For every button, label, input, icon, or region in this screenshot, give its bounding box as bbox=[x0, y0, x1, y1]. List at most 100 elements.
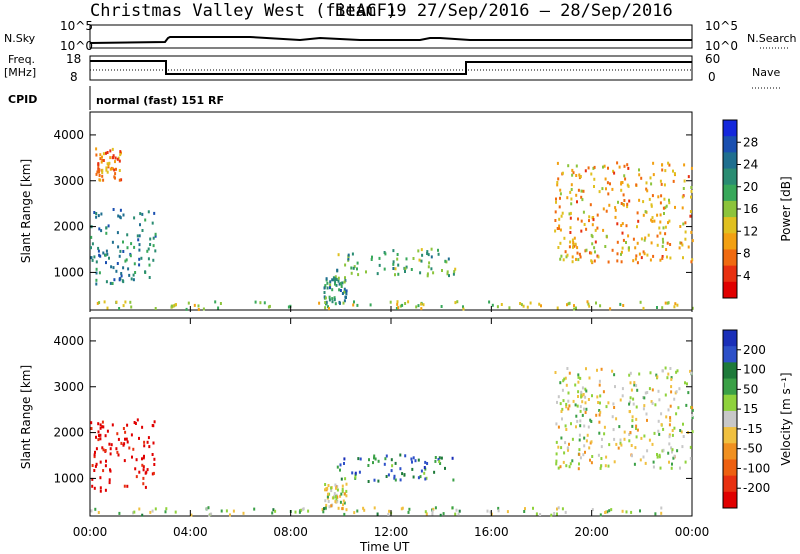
velocity-cell bbox=[691, 430, 694, 434]
velocity-cell bbox=[612, 402, 615, 406]
velocity-cell bbox=[439, 462, 442, 465]
power-cell bbox=[456, 300, 459, 304]
power-cell bbox=[636, 225, 638, 229]
power-cell bbox=[454, 301, 457, 305]
power-cell bbox=[126, 246, 129, 250]
power-cell bbox=[572, 243, 575, 246]
velocity-cell bbox=[585, 439, 588, 443]
power-cell bbox=[573, 236, 576, 240]
velocity-cell bbox=[576, 419, 579, 423]
power-cell bbox=[647, 233, 650, 237]
velocity-cell bbox=[564, 510, 567, 514]
power-cell bbox=[558, 224, 561, 228]
power-cell bbox=[661, 168, 664, 172]
velocity-cell bbox=[658, 432, 661, 436]
power-cell bbox=[119, 150, 122, 154]
power-cell bbox=[608, 203, 611, 207]
power-cell bbox=[111, 147, 114, 151]
velocity-cell bbox=[633, 462, 636, 466]
velocity-cell bbox=[357, 457, 360, 461]
velocity-cell bbox=[99, 476, 102, 480]
power-cell bbox=[661, 255, 664, 258]
power-cell bbox=[593, 185, 595, 188]
power-cell bbox=[626, 205, 629, 209]
power-cell bbox=[124, 259, 127, 263]
power-cell bbox=[340, 285, 343, 288]
velocity-cell bbox=[564, 376, 567, 380]
power-cell bbox=[556, 227, 559, 230]
velocity-cell bbox=[327, 484, 330, 487]
velocity-cell bbox=[654, 403, 657, 407]
velocity-cell bbox=[638, 372, 641, 376]
velocity-cell bbox=[362, 506, 365, 510]
velocity-cell bbox=[577, 395, 579, 398]
velocity-cell bbox=[125, 437, 128, 441]
power-cell bbox=[106, 151, 109, 154]
power-cell bbox=[662, 240, 665, 244]
velocity-cell bbox=[149, 510, 152, 514]
velocity-cell bbox=[229, 513, 231, 517]
power-cell bbox=[111, 282, 114, 285]
velocity-cell bbox=[94, 464, 97, 468]
velocity-cell bbox=[126, 484, 129, 488]
power-cell bbox=[344, 276, 346, 280]
power-cell bbox=[426, 274, 429, 278]
power-cell bbox=[653, 219, 656, 223]
power-cell bbox=[616, 222, 619, 226]
power-cell bbox=[136, 234, 139, 238]
velocity-cell bbox=[614, 385, 616, 389]
power-cell bbox=[105, 151, 107, 155]
velocity-cell bbox=[681, 445, 684, 449]
velocity-cell bbox=[324, 488, 326, 492]
velocity-cell bbox=[142, 476, 145, 480]
velocity-cell bbox=[623, 437, 626, 441]
velocity-cell bbox=[600, 457, 603, 460]
power-cell bbox=[395, 306, 398, 310]
power-cell bbox=[626, 202, 629, 206]
velocity-cell bbox=[101, 425, 104, 429]
velocity-cell bbox=[324, 506, 327, 510]
velocity-cell bbox=[691, 414, 694, 417]
power-cell bbox=[617, 200, 619, 204]
velocity-cell bbox=[608, 443, 611, 447]
velocity-cell bbox=[118, 511, 121, 515]
velocity-cell bbox=[535, 512, 538, 516]
power-cell bbox=[605, 187, 607, 191]
velocity-cell bbox=[117, 453, 120, 457]
power-cell bbox=[682, 222, 685, 226]
xtick-label: 08:00 bbox=[273, 525, 308, 539]
velocity-cell bbox=[557, 395, 560, 399]
power-cell bbox=[421, 253, 424, 257]
power-cell bbox=[95, 172, 98, 176]
power-cell bbox=[572, 171, 575, 175]
velocity-cell bbox=[342, 503, 344, 507]
power-cell bbox=[668, 163, 671, 167]
power-cell bbox=[334, 302, 337, 306]
velocity-colorbar-label: -200 bbox=[743, 481, 770, 495]
velocity-cell bbox=[174, 510, 177, 514]
velocity-cell bbox=[374, 457, 377, 461]
velocity-cell bbox=[442, 512, 445, 516]
velocity-cell bbox=[669, 416, 672, 420]
velocity-cell bbox=[108, 442, 111, 446]
power-cell bbox=[620, 252, 622, 256]
cpid-text: normal (fast) 151 RF bbox=[96, 94, 224, 107]
velocity-cell bbox=[116, 432, 119, 436]
power-cell bbox=[323, 291, 326, 294]
xtick-label: 04:00 bbox=[173, 525, 208, 539]
velocity-cell bbox=[591, 508, 594, 512]
power-cell bbox=[659, 201, 662, 205]
velocity-cell bbox=[151, 509, 154, 513]
velocity-cell bbox=[584, 395, 587, 399]
power-colorbar-label: 24 bbox=[743, 158, 758, 172]
velocity-cell bbox=[587, 425, 590, 429]
power-cell bbox=[572, 245, 574, 249]
velocity-cell bbox=[147, 436, 150, 440]
power-cell bbox=[621, 231, 624, 235]
velocity-cell bbox=[559, 381, 562, 385]
velocity-cell bbox=[669, 367, 672, 370]
power-cell bbox=[691, 258, 694, 262]
velocity-cell bbox=[99, 437, 102, 441]
power-cell bbox=[114, 156, 117, 160]
power-cell bbox=[657, 195, 660, 199]
